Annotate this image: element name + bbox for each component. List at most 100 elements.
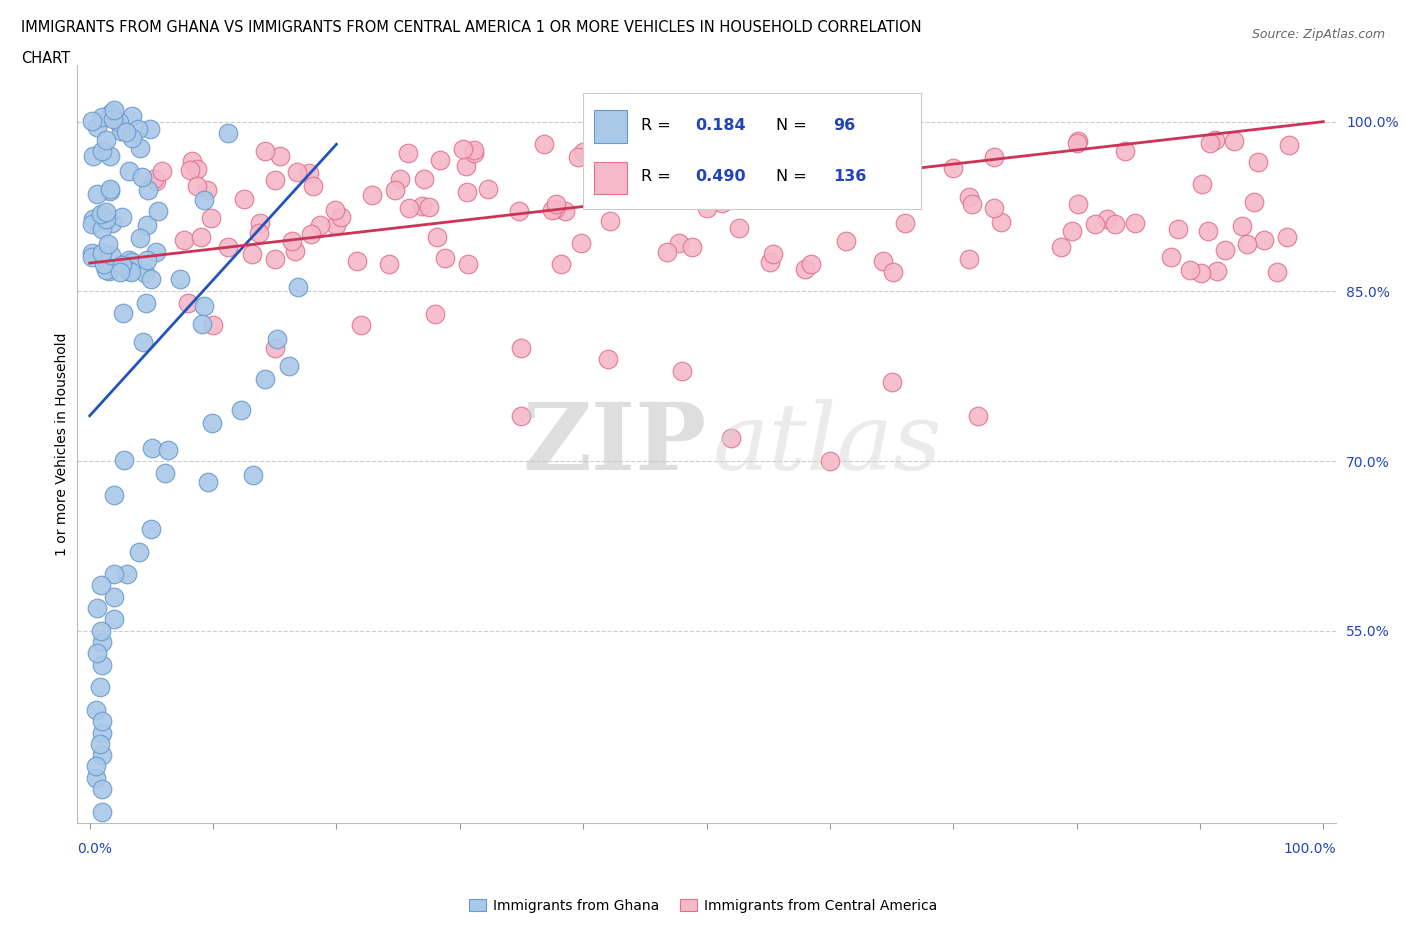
Text: 0.184: 0.184 — [695, 118, 745, 133]
Point — [263, 340, 285, 355]
Point — [253, 372, 276, 387]
Point — [325, 203, 347, 218]
Text: atlas: atlas — [713, 399, 942, 489]
Point — [1247, 154, 1270, 169]
Point — [510, 408, 533, 423]
Point — [1198, 223, 1220, 238]
Point — [1265, 265, 1288, 280]
Point — [129, 231, 152, 246]
Point — [681, 239, 703, 254]
Text: N =: N = — [776, 169, 811, 184]
Point — [960, 197, 983, 212]
Point — [284, 244, 307, 259]
Point — [599, 213, 621, 228]
Point — [451, 141, 474, 156]
Point — [627, 155, 650, 170]
Point — [396, 146, 419, 161]
Point — [150, 164, 173, 179]
Point — [1123, 216, 1146, 231]
Point — [942, 161, 965, 176]
Text: 136: 136 — [834, 169, 866, 184]
Point — [554, 204, 576, 219]
Text: 96: 96 — [834, 118, 855, 133]
Point — [84, 759, 107, 774]
Point — [413, 172, 436, 187]
Point — [136, 182, 159, 197]
Point — [714, 168, 737, 183]
Point — [780, 150, 803, 165]
Point — [325, 217, 347, 232]
Point — [818, 454, 841, 469]
Point — [148, 204, 170, 219]
Point — [94, 212, 117, 227]
Point — [118, 164, 141, 179]
Point — [231, 403, 253, 418]
Point — [103, 566, 125, 581]
Text: Source: ZipAtlas.com: Source: ZipAtlas.com — [1251, 28, 1385, 41]
Point — [86, 646, 108, 661]
Point — [173, 232, 195, 247]
Point — [350, 318, 373, 333]
Point — [132, 335, 155, 350]
Point — [90, 246, 112, 260]
Point — [103, 590, 125, 604]
Point — [389, 171, 412, 186]
Point — [111, 257, 134, 272]
Point — [1167, 221, 1189, 236]
Point — [202, 318, 225, 333]
Point — [762, 246, 785, 261]
Point — [240, 246, 263, 261]
Point — [89, 680, 111, 695]
Point — [101, 112, 124, 126]
Point — [103, 487, 125, 502]
Point — [103, 612, 125, 627]
Point — [197, 474, 219, 489]
Point — [264, 172, 287, 187]
Point — [463, 142, 485, 157]
Point — [967, 408, 990, 423]
Point — [278, 359, 301, 374]
Point — [508, 204, 530, 219]
Point — [97, 264, 120, 279]
Point — [142, 172, 165, 187]
Point — [759, 255, 782, 270]
Point — [135, 296, 157, 311]
Point — [117, 253, 139, 268]
Point — [720, 431, 742, 445]
Point — [346, 254, 368, 269]
Point — [90, 623, 112, 638]
Point — [1050, 239, 1073, 254]
Point — [100, 247, 122, 262]
Point — [115, 566, 138, 581]
Point — [80, 246, 103, 260]
Point — [1160, 249, 1182, 264]
Point — [269, 149, 291, 164]
Point — [281, 233, 304, 248]
Point — [700, 140, 723, 155]
Point — [880, 137, 903, 152]
FancyBboxPatch shape — [593, 162, 627, 194]
Point — [181, 153, 204, 168]
Point — [983, 150, 1005, 165]
Point — [1189, 266, 1212, 281]
Point — [118, 263, 141, 278]
Point — [957, 190, 980, 205]
Point — [411, 198, 433, 213]
Point — [983, 201, 1005, 216]
Point — [894, 216, 917, 231]
Point — [141, 272, 163, 286]
Point — [793, 261, 815, 276]
Point — [249, 226, 271, 241]
Point — [456, 185, 478, 200]
Point — [668, 235, 690, 250]
Point — [1067, 133, 1090, 148]
Point — [426, 230, 449, 245]
Point — [200, 210, 222, 225]
Point — [550, 257, 572, 272]
Point — [100, 184, 122, 199]
Point — [1084, 217, 1107, 232]
Point — [195, 183, 218, 198]
Point — [682, 172, 704, 187]
Text: N =: N = — [776, 118, 811, 133]
Point — [285, 165, 308, 179]
